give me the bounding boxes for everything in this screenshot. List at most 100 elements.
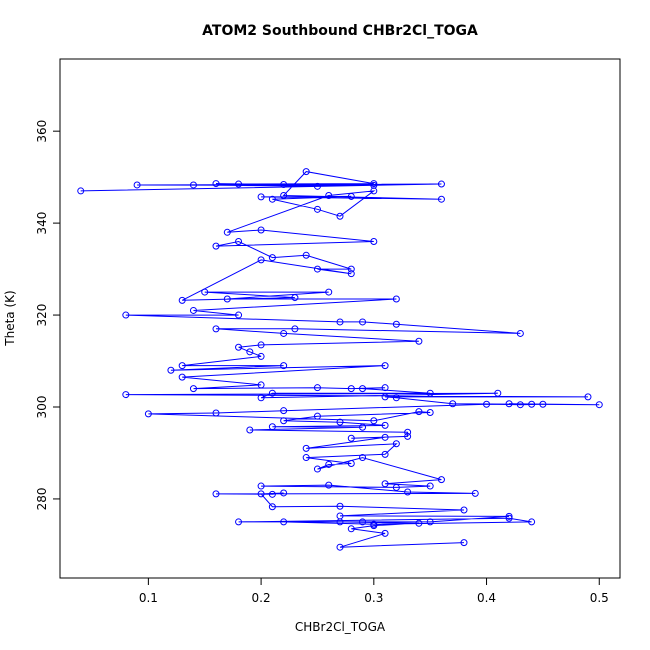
data-point bbox=[246, 348, 254, 356]
data-point bbox=[189, 385, 197, 393]
data-point bbox=[359, 454, 367, 462]
data-point bbox=[313, 265, 321, 273]
data-point bbox=[268, 423, 276, 431]
data-point bbox=[257, 352, 265, 360]
data-point bbox=[505, 514, 513, 522]
data-point bbox=[302, 251, 310, 259]
data-point bbox=[404, 488, 412, 496]
data-point bbox=[539, 400, 547, 408]
data-point bbox=[189, 181, 197, 189]
data-point bbox=[325, 460, 333, 468]
data-point bbox=[257, 394, 265, 402]
chart-title: ATOM2 Southbound CHBr2Cl_TOGA bbox=[202, 23, 478, 39]
data-point bbox=[483, 400, 491, 408]
y-tick-label: 360 bbox=[35, 120, 49, 143]
data-point bbox=[347, 192, 355, 200]
x-tick-label: 0.1 bbox=[139, 591, 158, 605]
data-point bbox=[347, 525, 355, 533]
data-point bbox=[291, 294, 299, 302]
x-tick-label: 0.3 bbox=[364, 591, 383, 605]
plot-frame bbox=[59, 58, 621, 579]
data-point bbox=[268, 195, 276, 203]
data-point bbox=[246, 426, 254, 434]
data-point bbox=[347, 460, 355, 468]
data-point bbox=[212, 490, 220, 498]
data-point bbox=[347, 434, 355, 442]
data-point bbox=[392, 440, 400, 448]
data-point bbox=[212, 325, 220, 333]
data-point bbox=[313, 465, 321, 473]
y-tick-label: 300 bbox=[35, 396, 49, 419]
data-point bbox=[359, 318, 367, 326]
x-tick-label: 0.5 bbox=[590, 591, 609, 605]
data-point bbox=[313, 205, 321, 213]
data-point bbox=[223, 228, 231, 236]
data-point bbox=[268, 503, 276, 511]
data-point bbox=[280, 518, 288, 526]
data-point bbox=[516, 401, 524, 409]
data-point bbox=[426, 518, 434, 526]
data-point bbox=[381, 393, 389, 401]
data-point bbox=[528, 400, 536, 408]
data-point bbox=[268, 389, 276, 397]
data-point bbox=[178, 296, 186, 304]
data-point bbox=[381, 362, 389, 370]
data-point bbox=[235, 180, 243, 188]
data-point bbox=[280, 489, 288, 497]
data-point bbox=[235, 238, 243, 246]
data-point bbox=[370, 238, 378, 246]
data-point bbox=[347, 265, 355, 273]
data-point bbox=[302, 454, 310, 462]
data-point bbox=[437, 180, 445, 188]
data-line bbox=[80, 171, 600, 548]
data-point bbox=[257, 193, 265, 201]
data-point bbox=[235, 343, 243, 351]
data-point bbox=[471, 489, 479, 497]
data-point bbox=[359, 423, 367, 431]
data-point bbox=[392, 483, 400, 491]
data-point bbox=[336, 543, 344, 551]
data-point bbox=[144, 410, 152, 418]
data-point bbox=[257, 482, 265, 490]
data-point bbox=[370, 180, 378, 188]
data-point bbox=[505, 400, 513, 408]
data-point bbox=[122, 311, 130, 319]
data-point bbox=[381, 384, 389, 392]
data-point bbox=[212, 242, 220, 250]
data-point bbox=[302, 168, 310, 176]
data-point bbox=[133, 181, 141, 189]
data-point bbox=[392, 320, 400, 328]
data-point bbox=[370, 187, 378, 195]
data-point bbox=[381, 421, 389, 429]
data-point bbox=[336, 212, 344, 220]
data-point bbox=[122, 391, 130, 399]
data-point bbox=[189, 306, 197, 314]
data-point bbox=[437, 195, 445, 203]
data-point bbox=[426, 409, 434, 417]
data-point bbox=[212, 409, 220, 417]
y-tick-label: 280 bbox=[35, 487, 49, 510]
data-point bbox=[257, 381, 265, 389]
data-point bbox=[313, 182, 321, 190]
data-point bbox=[280, 417, 288, 425]
data-point bbox=[313, 384, 321, 392]
data-point bbox=[347, 385, 355, 393]
data-point bbox=[257, 226, 265, 234]
data-point bbox=[404, 428, 412, 436]
data-point bbox=[201, 288, 209, 296]
data-point bbox=[359, 518, 367, 526]
data-point bbox=[280, 407, 288, 415]
x-tick-label: 0.2 bbox=[252, 591, 271, 605]
data-point bbox=[460, 506, 468, 514]
data-point bbox=[257, 256, 265, 264]
data-point bbox=[223, 295, 231, 303]
data-point bbox=[404, 432, 412, 440]
data-point bbox=[381, 480, 389, 488]
data-point bbox=[392, 394, 400, 402]
data-point bbox=[235, 311, 243, 319]
data-point bbox=[505, 512, 513, 520]
data-point bbox=[392, 295, 400, 303]
data-point bbox=[336, 518, 344, 526]
data-point bbox=[528, 518, 536, 526]
y-axis-label: Theta (K) bbox=[3, 290, 17, 346]
